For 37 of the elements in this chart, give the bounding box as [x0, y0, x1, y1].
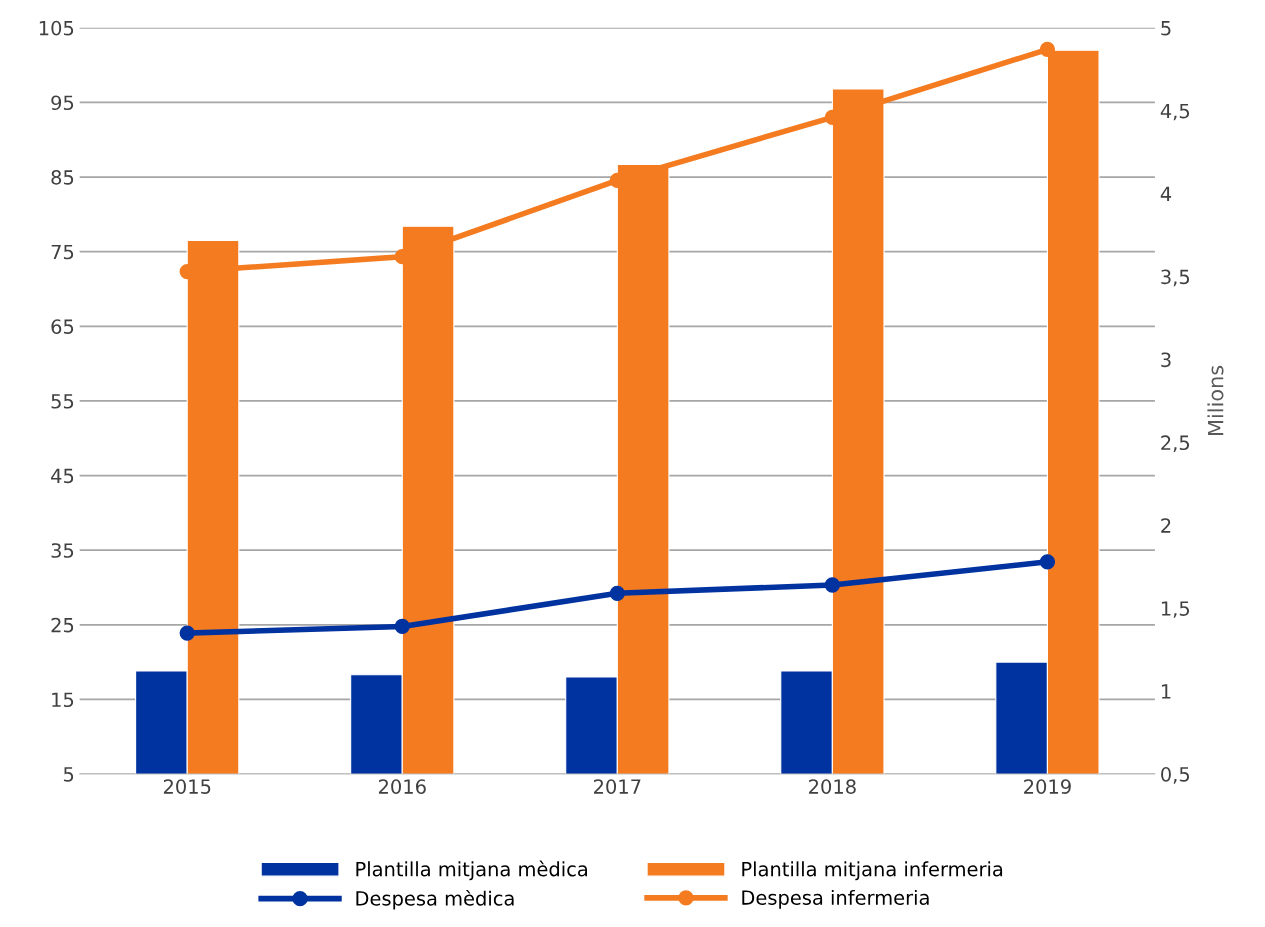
y-tick-label: 65: [51, 319, 74, 334]
point: [394, 618, 410, 635]
y-tick-label: 45: [51, 468, 74, 484]
y2-tick-label: 5: [1161, 21, 1171, 36]
x-tick-label: 2016: [378, 779, 426, 794]
x-tick-label: 2019: [1024, 779, 1071, 794]
point: [824, 577, 841, 593]
y-tick-label: 55: [51, 394, 74, 409]
legend-label: Plantilla mitjana mèdica: [356, 860, 587, 881]
x-tick-label: 2015: [163, 779, 211, 794]
y2-tick-label: 0,5: [1161, 767, 1190, 784]
point: [1039, 554, 1056, 570]
y2-tick-label: 3: [1161, 352, 1171, 368]
y-tick-label: 25: [51, 617, 74, 633]
x-tick-label: 2017: [594, 779, 641, 794]
y2-tick-label: 2,5: [1161, 435, 1190, 453]
x-tick-label: 2018: [809, 779, 856, 794]
point: [609, 585, 625, 601]
y-tick-label: 15: [52, 692, 74, 708]
y2-tick-label: 1,5: [1161, 601, 1190, 618]
y2-tick-label: 1: [1161, 684, 1171, 699]
legend-label: Despesa infermeria: [742, 889, 929, 909]
y2-tick-label: 4,5: [1160, 103, 1190, 121]
y-tick-label: 75: [51, 244, 74, 260]
y-tick-label: 105: [39, 20, 74, 36]
y2-axis-title: Milions: [1207, 365, 1224, 435]
point: [179, 625, 195, 641]
y-tick-label: 35: [51, 543, 74, 558]
legend-label: Plantilla mitjana infermeria: [742, 861, 1003, 881]
point: [1039, 41, 1056, 58]
y-tick-label: 95: [51, 95, 74, 111]
y2-tick-label: 3,5: [1161, 269, 1190, 287]
y2-tick-label: 4: [1160, 186, 1172, 202]
y2-tick-label: 2: [1161, 518, 1171, 533]
y-tick-label: 85: [51, 170, 74, 185]
y-tick-label: 5: [63, 767, 74, 782]
legend-label: Despesa mèdica: [356, 889, 514, 910]
